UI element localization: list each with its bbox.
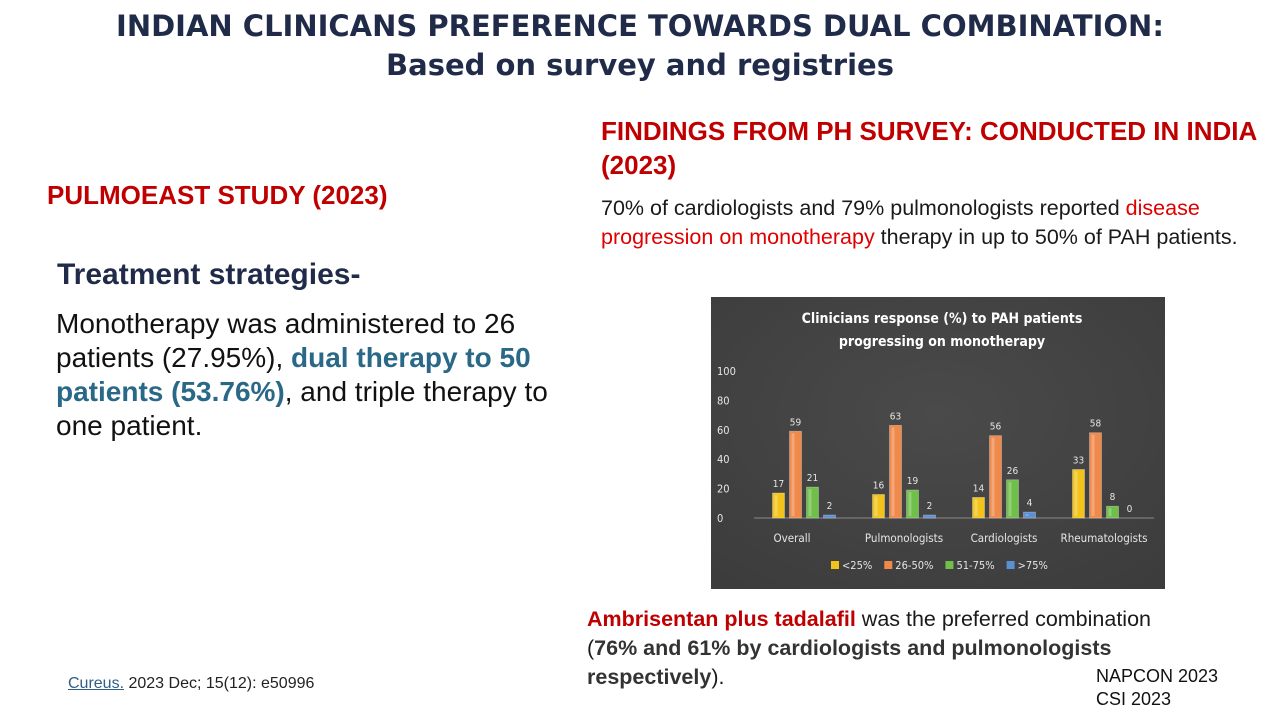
bar-0-1	[789, 430, 802, 519]
citation: Cureus. 2023 Dec; 15(12): e50996	[68, 675, 314, 693]
bar-highlight-0-2	[808, 489, 812, 516]
y-tick-label: 100	[717, 365, 736, 378]
y-tick-label: 80	[717, 394, 730, 407]
ambrisentan-text-1: was the preferred combination (	[587, 607, 1151, 660]
data-label-1-2: 19	[907, 476, 919, 487]
bar-0-3	[823, 514, 836, 519]
y-tick-label: 40	[717, 453, 730, 466]
legend-swatch-1	[884, 561, 893, 569]
bar-2-3	[1023, 511, 1036, 519]
bar-2-2	[1006, 479, 1019, 519]
legend-swatch-0	[831, 561, 839, 569]
data-label-2-3: 4	[1027, 498, 1033, 509]
chart-title-line-1: Clinicians response (%) to PAH patients	[802, 311, 1083, 327]
ambrisentan-text: Ambrisentan plus tadalafil was the prefe…	[587, 605, 1207, 692]
legend-label-2: 51-75%	[956, 559, 994, 572]
slide-title: INDIAN CLINICANS PREFERENCE TOWARDS DUAL…	[0, 6, 1280, 84]
data-label-0-3: 2	[827, 501, 833, 512]
survey-heading: FINDINGS FROM PH SURVEY: CONDUCTED IN IN…	[601, 116, 1257, 180]
bar-3-0	[1072, 469, 1085, 519]
bar-highlight-2-2	[1008, 481, 1012, 516]
legend-label-0: <25%	[842, 559, 872, 572]
bar-3-2	[1106, 505, 1119, 519]
citation-link[interactable]: Cureus.	[68, 675, 125, 692]
bar-highlight-0-1	[791, 433, 795, 516]
legend-swatch-3	[1006, 561, 1015, 569]
pulmoeast-heading: PULMOEAST STUDY (2023)	[47, 180, 388, 210]
data-label-0-0: 17	[773, 479, 784, 490]
chart-svg: Clinicians response (%) to PAH patients p…	[711, 297, 1165, 589]
bar-3-1	[1089, 432, 1102, 519]
data-label-1-1: 63	[890, 411, 901, 422]
legend-label-1: 26-50%	[895, 559, 933, 572]
data-label-2-1: 56	[990, 422, 1002, 433]
bar-highlight-1-1	[891, 427, 895, 516]
bar-highlight-1-2	[908, 492, 912, 516]
survey-text-2: therapy in up to 50% of PAH patients.	[874, 225, 1238, 249]
data-label-3-3: 0	[1127, 504, 1133, 515]
bar-highlight-2-1	[991, 437, 995, 516]
bar-highlight-3-0	[1074, 471, 1078, 516]
survey-text-1: 70% of cardiologists and 79% pulmonologi…	[601, 196, 1126, 220]
strategies-body: Monotherapy was administered to 26 patie…	[56, 307, 556, 443]
data-label-0-2: 21	[807, 473, 818, 484]
category-label-2: Cardiologists	[971, 531, 1038, 545]
data-label-2-0: 14	[973, 483, 985, 494]
title-line-2: Based on survey and registries	[386, 48, 894, 82]
bar-highlight-2-0	[974, 499, 978, 516]
bar-1-2	[906, 489, 919, 519]
data-label-3-0: 33	[1073, 455, 1084, 466]
bar-1-0	[872, 494, 885, 519]
bar-0-0	[772, 492, 785, 519]
bar-1-3	[923, 514, 936, 519]
chart-title-line-2: progressing on monotherapy	[839, 334, 1045, 350]
data-label-2-2: 26	[1007, 466, 1019, 477]
bar-highlight-0-0	[774, 495, 778, 516]
bar-1-1	[889, 424, 902, 519]
bar-0-2	[806, 486, 819, 519]
bar-highlight-3-2	[1108, 508, 1112, 516]
strategies-text-1: Monotherapy was administered to 26 patie…	[56, 308, 516, 373]
survey-body: 70% of cardiologists and 79% pulmonologi…	[601, 194, 1261, 252]
conference-list: NAPCON 2023 CSI 2023	[1096, 665, 1218, 711]
clinician-response-chart: Clinicians response (%) to PAH patients p…	[711, 297, 1165, 589]
citation-rest: 2023 Dec; 15(12): e50996	[124, 675, 315, 692]
category-label-0: Overall	[774, 531, 811, 545]
legend-label-3: >75%	[1018, 559, 1048, 572]
ambrisentan-bold: 76% and 61% by cardiologists and pulmono…	[587, 636, 1112, 689]
survey-red-text: disease progression on monotherapy	[601, 196, 1200, 249]
bar-highlight-1-0	[874, 496, 878, 516]
y-tick-label: 20	[717, 483, 730, 496]
data-label-1-3: 2	[927, 501, 933, 512]
data-label-3-1: 58	[1090, 419, 1102, 430]
ambrisentan-text-2: ).	[711, 665, 725, 689]
y-tick-label: 60	[717, 424, 730, 437]
strategies-highlight: dual therapy to 50 patients (53.76%)	[56, 342, 531, 407]
conference-napcon: NAPCON 2023	[1096, 666, 1219, 686]
y-tick-label: 0	[717, 512, 723, 525]
bar-2-0	[972, 497, 985, 519]
chart-background	[711, 297, 1165, 589]
legend-swatch-2	[945, 561, 954, 569]
category-label-3: Rheumatologists	[1061, 531, 1148, 545]
data-label-0-1: 59	[790, 417, 802, 428]
ambrisentan-red: Ambrisentan plus tadalafil	[587, 607, 856, 631]
bar-highlight-3-1	[1091, 434, 1095, 516]
bar-highlight-2-3	[1025, 514, 1029, 516]
data-label-1-0: 16	[873, 480, 885, 491]
conference-csi: CSI 2023	[1096, 689, 1172, 709]
data-label-3-2: 8	[1110, 492, 1116, 503]
strategies-heading: Treatment strategies-	[57, 258, 361, 291]
strategies-text-2: , and triple therapy to one patient.	[56, 376, 548, 441]
category-label-1: Pulmonologists	[865, 531, 943, 545]
bar-2-1	[989, 435, 1002, 519]
title-line-1: INDIAN CLINICANS PREFERENCE TOWARDS DUAL…	[116, 9, 1164, 43]
